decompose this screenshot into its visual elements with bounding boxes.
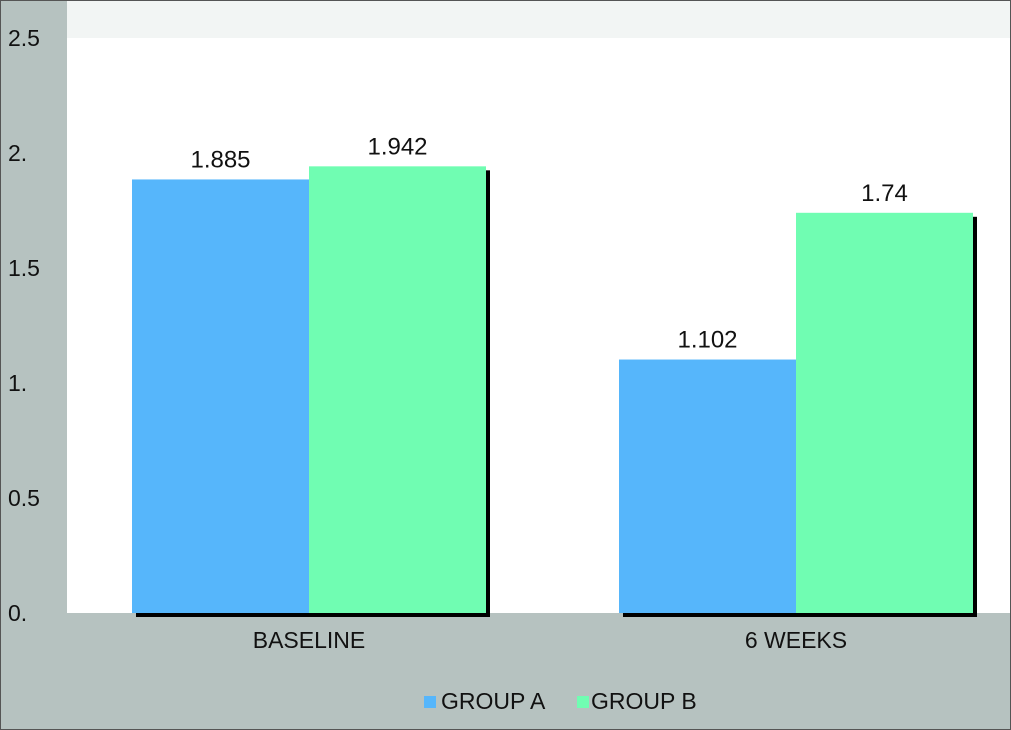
bar-group-a (132, 179, 309, 613)
x-category-label: BASELINE (253, 627, 366, 653)
legend: GROUP A GROUP B (424, 688, 697, 714)
data-label-group-a: 1.102 (677, 327, 737, 354)
y-tick-label: 0.5 (8, 485, 40, 511)
bars-layer (132, 166, 977, 618)
y-axis-ticks: 0. 0.5 1. 1.5 2. 2.5 (8, 25, 40, 626)
bar-group-b (796, 212, 973, 614)
data-label-group-a: 1.885 (190, 146, 250, 173)
x-category-label: 6 WEEKS (745, 627, 847, 653)
legend-label-group-b: GROUP B (591, 688, 697, 714)
bar-group-a (619, 359, 796, 613)
y-tick-label: 2.5 (8, 25, 40, 51)
legend-swatch-group-a (424, 696, 436, 708)
y-tick-label: 2. (8, 140, 27, 166)
x-axis-labels: BASELINE 6 WEEKS (253, 627, 847, 653)
y-tick-label: 0. (8, 600, 27, 626)
legend-swatch-group-b (577, 696, 589, 708)
legend-label-group-a: GROUP A (441, 688, 546, 714)
y-tick-label: 1.5 (8, 255, 40, 281)
data-label-group-b: 1.942 (367, 133, 427, 160)
y-tick-label: 1. (8, 370, 27, 396)
bar-group-b (309, 166, 486, 613)
data-label-group-b: 1.74 (861, 180, 908, 207)
data-labels-layer: 1.885 1.942 1.102 1.74 (190, 133, 907, 353)
plot-top-band (67, 0, 1011, 38)
